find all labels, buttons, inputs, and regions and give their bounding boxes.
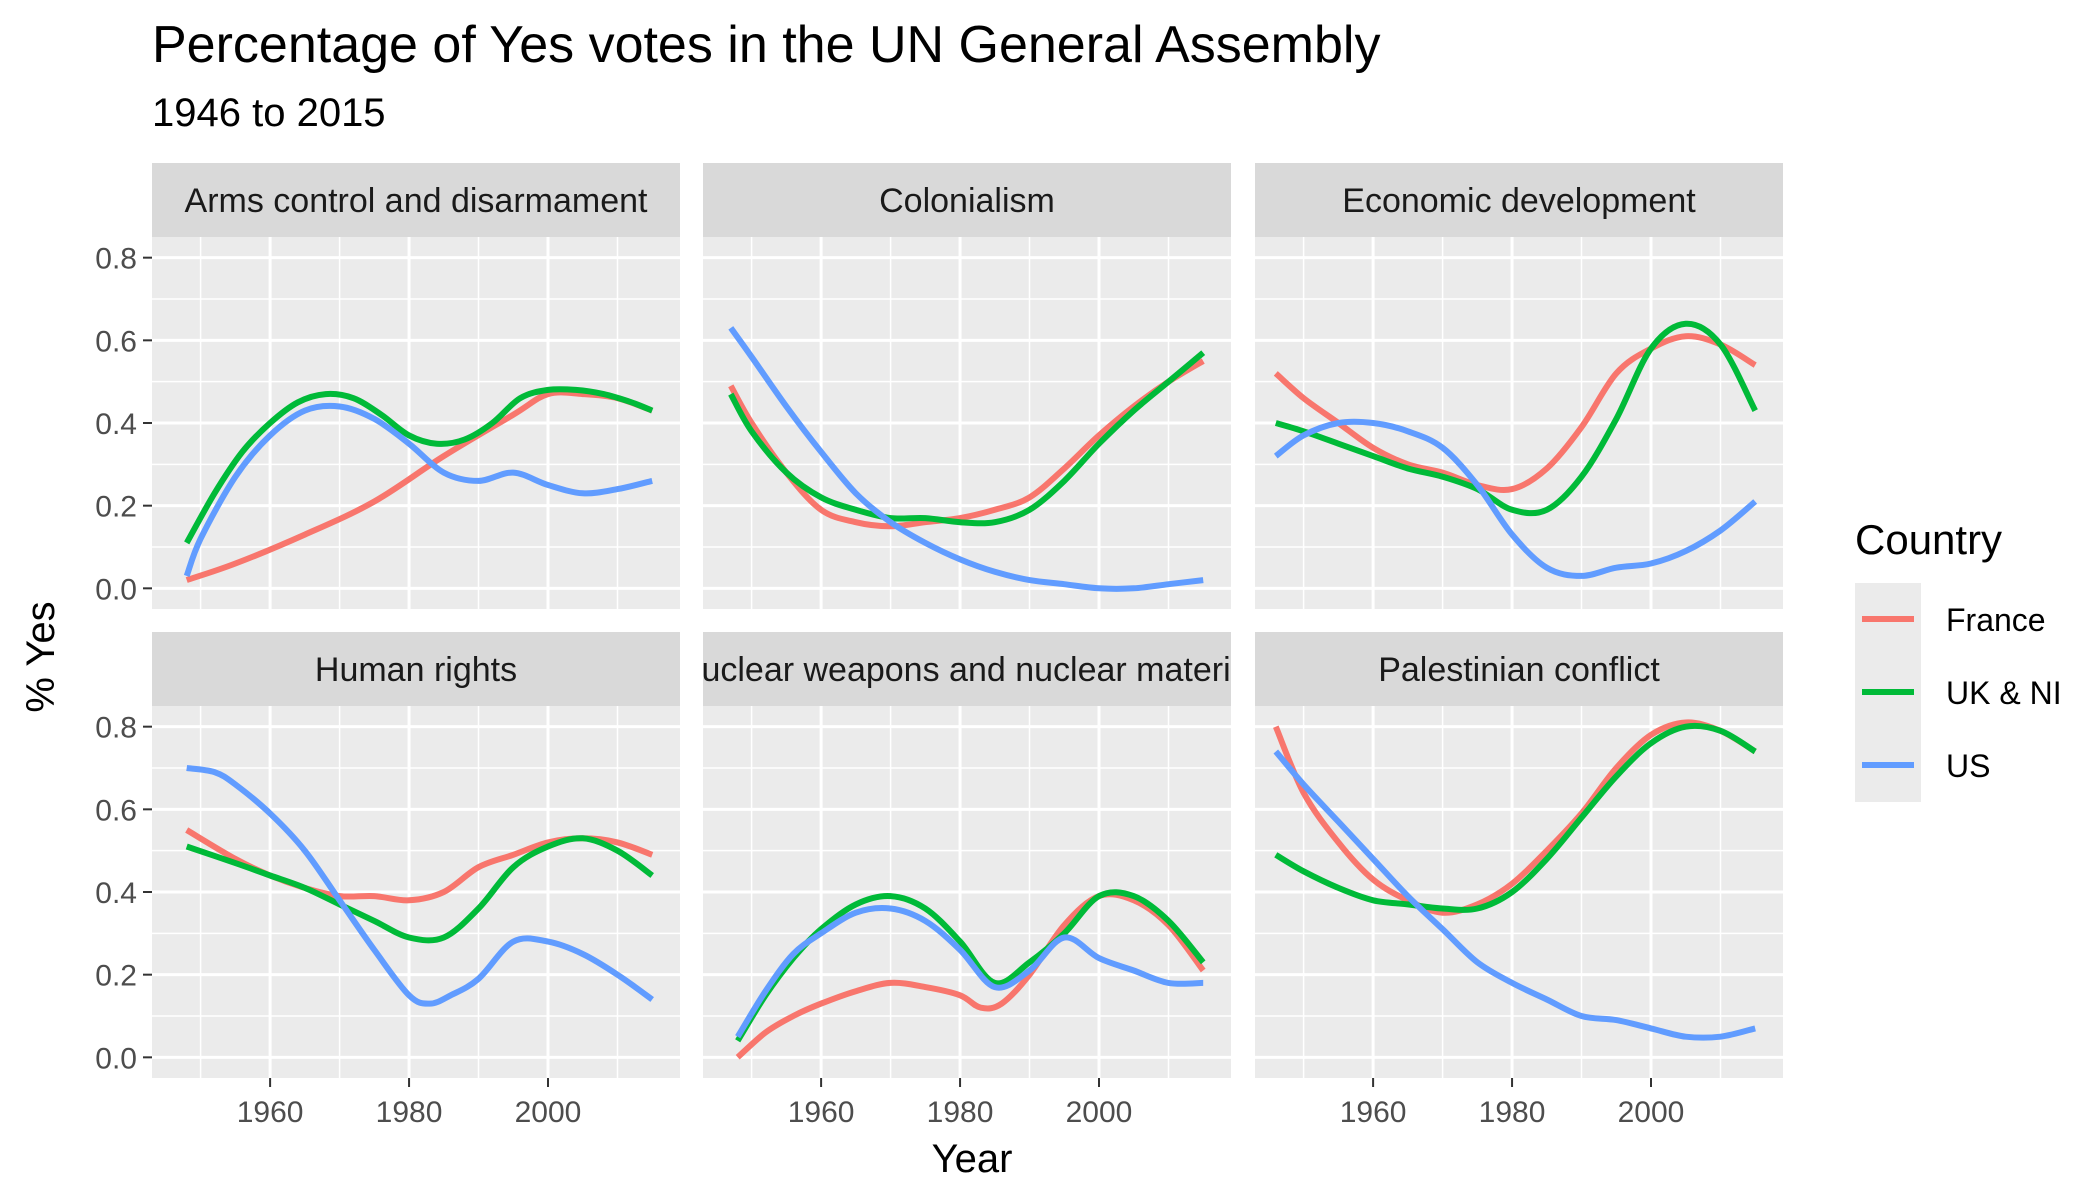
- x-axis-title: Year: [932, 1137, 1013, 1181]
- facet-strip-label: Palestinian conflict: [1378, 651, 1660, 689]
- series-line-us: [1273, 749, 1756, 1041]
- facet-human-rights: Human rights 0.0 0.2 0.4 0.6 0.8 1960 1980 2000: [95, 632, 680, 1129]
- facet-strip: [1255, 632, 1783, 706]
- chart-subtitle: 1946 to 2015: [152, 91, 386, 135]
- x-tick-label: 1980: [376, 1096, 443, 1129]
- facet-strip-label: Economic development: [1342, 182, 1696, 220]
- chart-title: Percentage of Yes votes in the UN Genera…: [152, 16, 1380, 74]
- y-tick-label: 0.2: [95, 491, 137, 524]
- y-tick-label: 0.4: [95, 877, 137, 910]
- series-line-uk-and-ni: [185, 835, 654, 944]
- x-tick-label: 1980: [927, 1096, 994, 1129]
- legend-title: Country: [1855, 516, 2002, 563]
- y-tick-label: 0.6: [95, 325, 137, 358]
- series-line-uk-and-ni: [184, 386, 654, 545]
- x-tick-label: 1960: [788, 1096, 855, 1129]
- y-tick-label: 0.6: [95, 794, 137, 827]
- facet-strip: [703, 632, 1231, 706]
- x-tick-label: 1960: [237, 1096, 304, 1129]
- series-line-uk-and-ni: [1274, 320, 1758, 517]
- series-line-france: [1273, 333, 1757, 494]
- series-line-us: [186, 765, 654, 1007]
- x-tick-label: 2000: [515, 1096, 582, 1129]
- x-tick-label: 2000: [1066, 1096, 1133, 1129]
- y-tick-label: 0.0: [95, 1042, 137, 1075]
- facet-strip-label: Nuclear weapons and nuclear material: [677, 651, 1257, 689]
- legend: Country France UK & NI US: [1855, 516, 2062, 802]
- facet-strip-label: Human rights: [315, 651, 517, 689]
- legend-item-france: France: [1855, 583, 2046, 656]
- series-line-us: [183, 402, 653, 577]
- x-tick-label: 1960: [1340, 1096, 1407, 1129]
- facet-panels: Arms control and disarmament 0.0 0.2 0.4 0.6…: [95, 163, 1783, 1129]
- x-tick-label: 2000: [1618, 1096, 1685, 1129]
- series-line-uk-and-ni: [728, 350, 1206, 527]
- facet-strip-label: Arms control and disarmament: [185, 182, 649, 220]
- series-line-france: [1273, 719, 1757, 916]
- y-tick-label: 0.2: [95, 960, 137, 993]
- facet-nuclear-weapons-and-nuclear-material: Nuclear weapons and nuclear material 1960…: [677, 632, 1257, 1129]
- y-tick-label: 0.0: [95, 573, 137, 606]
- facet-strip: [152, 163, 680, 237]
- facet-strip-label: Colonialism: [879, 182, 1055, 220]
- facet-strip: [703, 163, 1231, 237]
- facet-strip: [152, 632, 680, 706]
- x-tick-label: 1980: [1479, 1096, 1546, 1129]
- series-line-us: [1273, 418, 1758, 579]
- series-line-uk-and-ni: [1274, 722, 1757, 913]
- facet-palestinian-conflict: Palestinian conflict 1960 1980 2000: [1255, 632, 1783, 1129]
- y-tick-label: 0.8: [95, 712, 137, 745]
- y-axis-title: % Yes: [19, 601, 63, 712]
- series-line-us: [735, 905, 1204, 1039]
- facet-economic-development: Economic development: [1255, 163, 1783, 609]
- legend-label: UK & NI: [1946, 675, 2062, 711]
- facet-strip: [1255, 163, 1783, 237]
- facet-colonialism: Colonialism: [703, 163, 1231, 609]
- legend-label: France: [1946, 602, 2046, 638]
- facet-arms-control-and-disarmament: Arms control and disarmament 0.0 0.2 0.4 0.6…: [95, 163, 680, 609]
- legend-item-us: US: [1855, 729, 1990, 802]
- series-line-us: [728, 326, 1204, 592]
- legend-label: US: [1946, 748, 1990, 784]
- y-tick-label: 0.8: [95, 243, 137, 276]
- legend-item-uk-and-ni: UK & NI: [1855, 656, 2062, 729]
- y-tick-label: 0.4: [95, 408, 137, 441]
